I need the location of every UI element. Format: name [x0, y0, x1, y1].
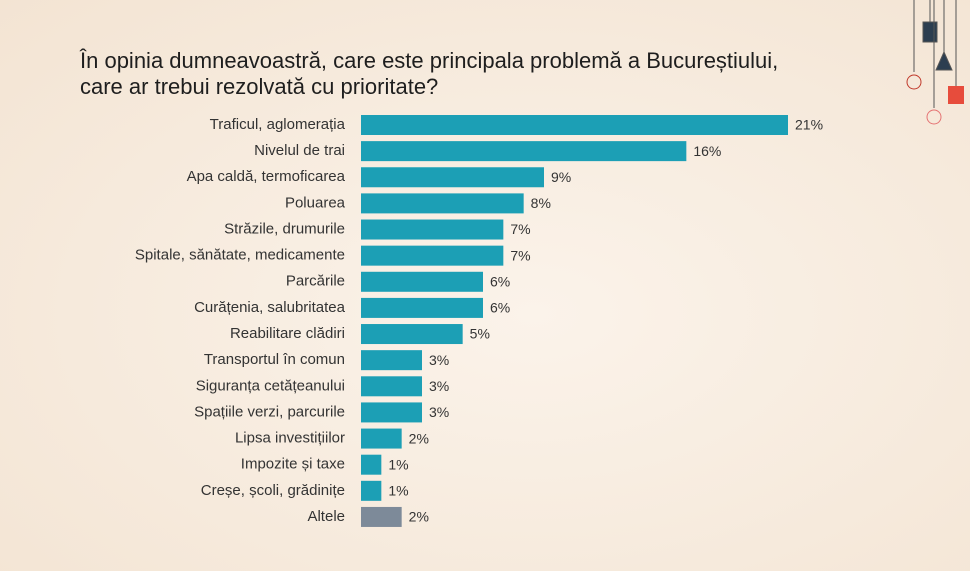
bar: [361, 141, 687, 162]
category-label: Nivelul de trai: [254, 142, 345, 159]
bar: [361, 297, 483, 318]
category-label: Parcările: [286, 273, 345, 290]
bar: [361, 115, 788, 135]
category-label: Străzile, drumurile: [224, 220, 345, 237]
category-label: Reabilitare clădiri: [230, 325, 345, 342]
bar: [361, 402, 422, 423]
category-label: Siguranța cetățeanului: [196, 377, 345, 394]
ornaments: [906, 0, 964, 125]
value-label: 3%: [429, 404, 449, 420]
bar: [361, 454, 382, 475]
category-label: Spitale, sănătate, medicamente: [135, 247, 345, 264]
bar: [361, 480, 382, 501]
value-label: 9%: [551, 169, 571, 185]
value-label: 5%: [470, 326, 490, 342]
bar: [361, 350, 422, 371]
value-label: 7%: [510, 221, 530, 237]
category-label: Transportul în comun: [204, 351, 345, 368]
value-label: 16%: [693, 143, 721, 159]
bar: [361, 219, 504, 240]
bar: [361, 245, 504, 266]
bar: [361, 324, 463, 345]
category-label: Lipsa investițiilor: [235, 430, 345, 447]
value-label: 6%: [490, 273, 510, 289]
value-label: 2%: [409, 430, 429, 446]
bar: [361, 428, 402, 449]
category-label: Traficul, aglomerația: [210, 116, 346, 133]
value-label: 1%: [388, 483, 408, 499]
value-label: 6%: [490, 300, 510, 316]
category-label: Curățenia, salubritatea: [194, 299, 346, 316]
value-label: 1%: [388, 456, 408, 472]
bar: [361, 506, 402, 527]
bar: [361, 376, 422, 397]
category-label: Poluarea: [285, 194, 346, 211]
category-label: Creșe, școli, grădinițe: [201, 482, 345, 499]
value-label: 8%: [531, 195, 551, 211]
category-label: Apa caldă, termoficarea: [187, 168, 346, 185]
value-label: 3%: [429, 378, 449, 394]
value-label: 2%: [409, 509, 429, 525]
category-label: Altele: [307, 508, 345, 525]
bar: [361, 193, 524, 214]
value-label: 21%: [795, 117, 823, 133]
value-label: 3%: [429, 352, 449, 368]
bar: [361, 167, 544, 188]
bar: [361, 271, 483, 292]
value-label: 7%: [510, 247, 530, 263]
category-label: Impozite și taxe: [241, 456, 345, 473]
chart-title: care ar trebui rezolvată cu prioritate?: [80, 74, 438, 99]
category-label: Spațiile verzi, parcurile: [194, 403, 345, 420]
chart-title: În opinia dumneavoastră, care este princ…: [79, 48, 778, 73]
